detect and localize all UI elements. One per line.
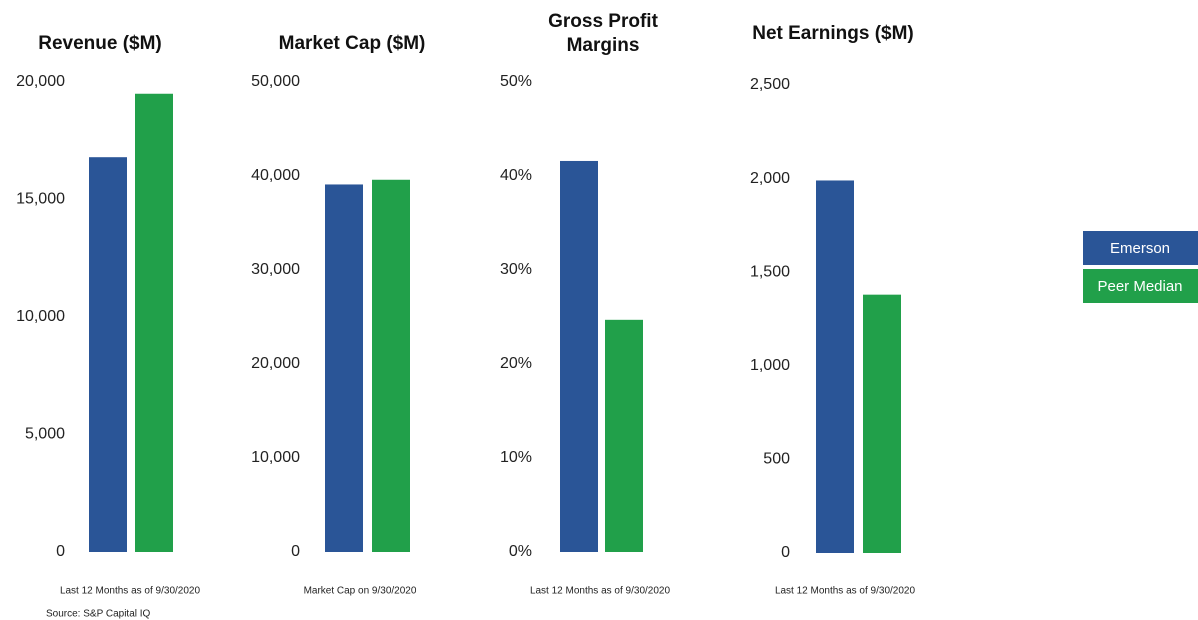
y-tick-label: 500 [763,451,790,468]
y-tick-label: 2,500 [750,76,790,93]
bar [325,184,363,552]
y-tick-label: 30% [500,261,532,278]
legend-swatch [1083,269,1198,303]
y-tick-label: 30,000 [251,261,300,278]
y-tick-label: 50% [500,73,532,90]
y-tick-label: 10,000 [251,449,300,466]
bar [89,157,127,552]
bar [372,179,410,552]
legend-label: Emerson [1110,240,1170,257]
source: Source: S&P Capital IQ [46,609,151,620]
legend-label: Peer Median [1097,278,1182,295]
bar [605,319,643,552]
y-tick-label: 1,500 [750,263,790,280]
chart-note: Market Cap on 9/30/2020 [304,586,417,597]
y-tick-label: 50,000 [251,73,300,90]
y-tick-label: 40,000 [251,167,300,184]
y-tick-label: 5,000 [25,426,65,443]
chart-title: Net Earnings ($M) [752,23,914,44]
bar [863,294,901,553]
y-tick-label: 2,000 [750,170,790,187]
chart-title: Market Cap ($M) [278,33,426,54]
chart-title: Gross Profit Margins [548,11,658,56]
y-tick-label: 40% [500,167,532,184]
chart-title: Revenue ($M) [38,33,162,54]
legend-swatch [1083,231,1198,265]
chart-note: Last 12 Months as of 9/30/2020 [60,586,201,597]
y-tick-label: 0 [291,543,300,560]
y-tick-label: 0 [781,544,790,561]
y-tick-label: 0 [56,543,65,560]
y-tick-label: 20,000 [16,73,65,90]
bar [816,180,854,554]
y-tick-label: 20% [500,355,532,372]
y-tick-label: 0% [509,543,532,560]
y-tick-label: 10,000 [16,308,65,325]
y-tick-label: 1,000 [750,357,790,374]
bar [135,93,173,552]
bar [560,160,598,552]
chart-note: Last 12 Months as of 9/30/2020 [530,586,671,597]
chart-note: Last 12 Months as of 9/30/2020 [775,586,916,597]
y-tick-label: 10% [500,449,532,466]
y-tick-label: 20,000 [251,355,300,372]
y-tick-label: 15,000 [16,191,65,208]
